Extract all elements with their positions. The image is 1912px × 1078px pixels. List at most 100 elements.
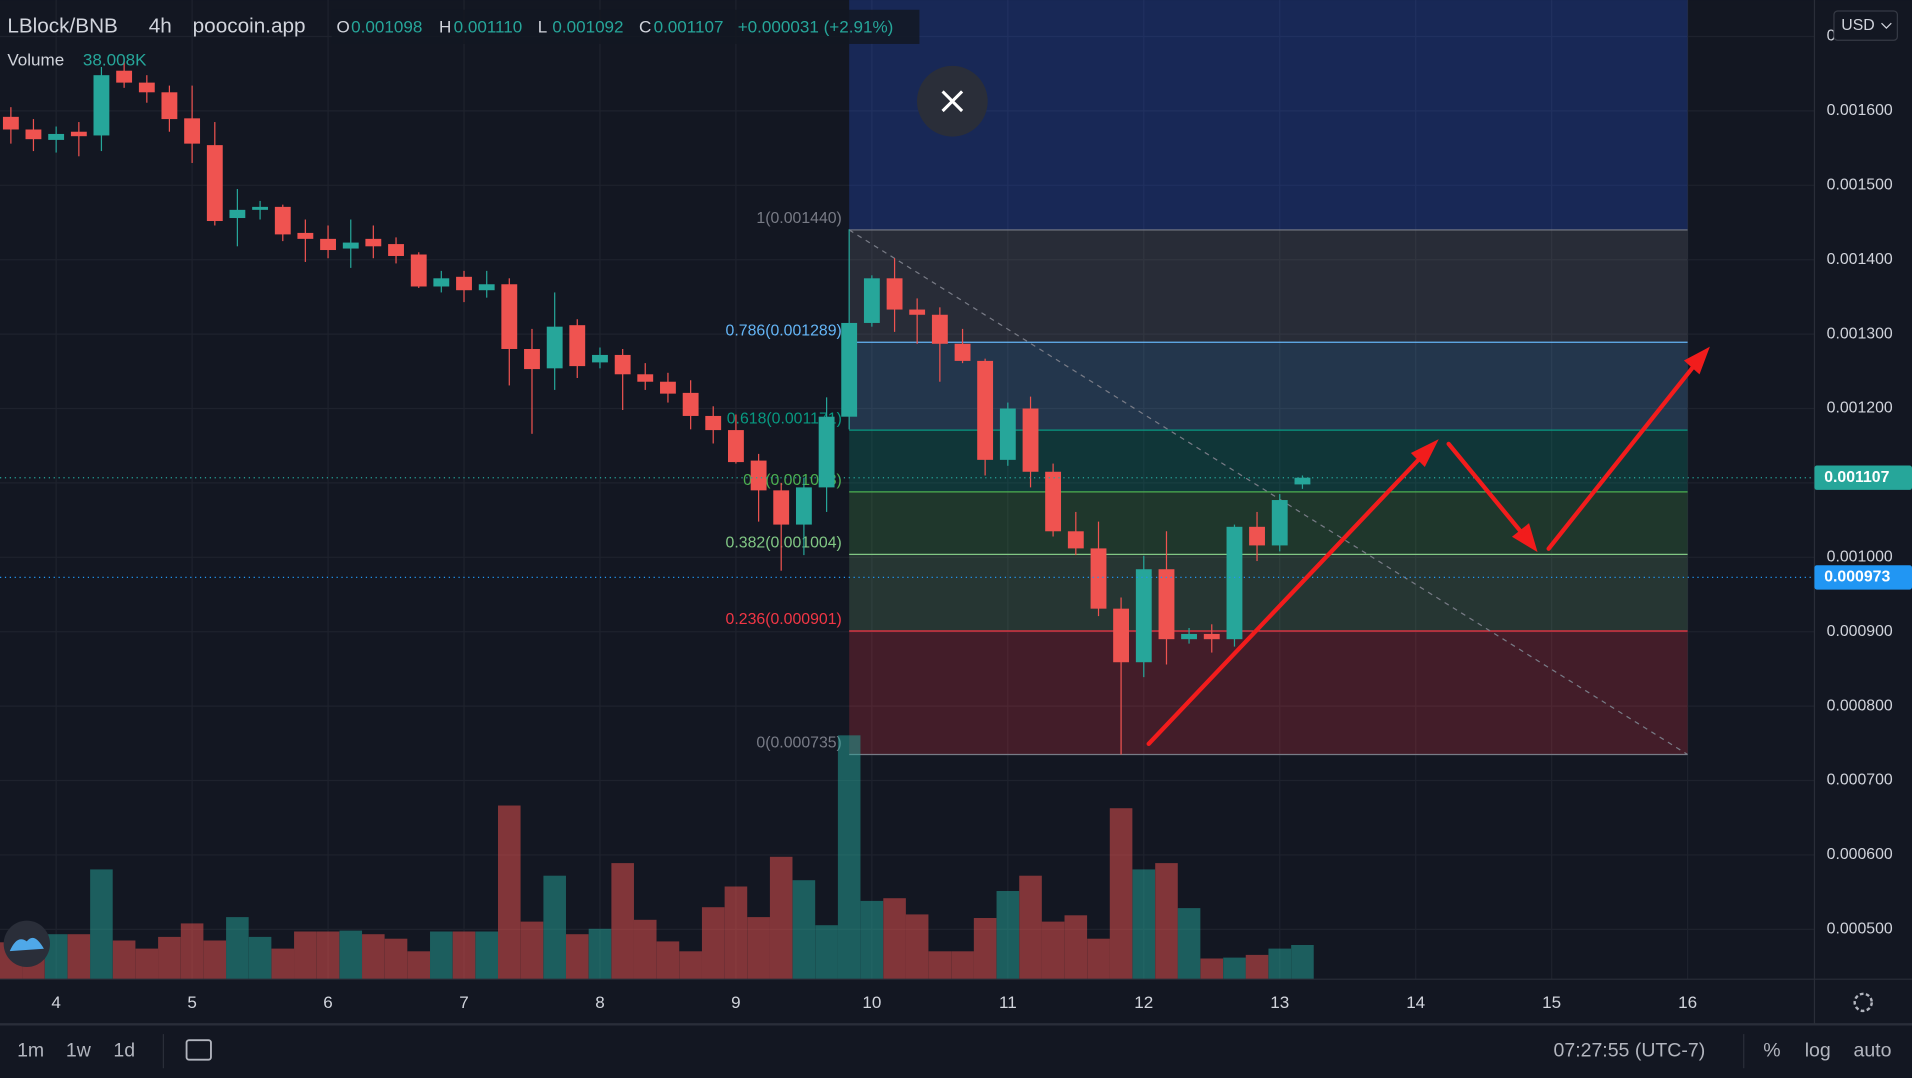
candle-body: [1203, 633, 1220, 640]
candle-body: [93, 75, 110, 136]
ohlc-value: 0.001110: [454, 18, 523, 37]
candle-body: [546, 326, 563, 369]
volume-bar: [883, 898, 906, 980]
y-tick-label: 0.001600: [1827, 102, 1893, 119]
y-tick-label: 0.000600: [1827, 846, 1893, 863]
volume-bar: [362, 934, 385, 980]
fib-label: 0.382(0.001004): [726, 535, 842, 552]
volume-bar: [1245, 954, 1269, 980]
candle-body: [365, 238, 382, 247]
volume-bar: [112, 940, 136, 980]
candle-body: [1113, 608, 1130, 663]
candle-body: [297, 232, 314, 239]
candle-body: [750, 460, 767, 491]
ohlc-value: 0.001098: [351, 18, 422, 37]
candle-body: [70, 131, 87, 137]
volume-bar: [158, 936, 181, 980]
currency[interactable]: USD: [1841, 17, 1874, 34]
volume-bar: [520, 921, 544, 980]
volume-bar: [180, 923, 204, 980]
candle-body: [1135, 569, 1152, 663]
volume-legend: Volume: [7, 51, 64, 70]
currency-button[interactable]: USD: [1833, 10, 1898, 41]
candle-body: [25, 129, 42, 140]
volume-bar: [724, 886, 748, 980]
ohlc-key: O: [337, 18, 350, 37]
volume-bar: [588, 928, 612, 980]
y-tick-label: 0.000700: [1827, 772, 1893, 789]
volume-bar: [498, 805, 521, 980]
fib-zone: [849, 491, 1688, 555]
option-button[interactable]: %: [1763, 1039, 1780, 1061]
logo[interactable]: [3, 920, 50, 968]
candle-body: [841, 322, 858, 417]
volume-bar: [1177, 908, 1201, 980]
price-marker-bg: [1814, 565, 1912, 590]
candle-body: [1045, 471, 1062, 532]
volume-bar: [135, 948, 159, 980]
fib-label: 0(0.000735): [756, 735, 841, 752]
candle-body: [592, 354, 608, 363]
candle-body: [524, 348, 540, 370]
annotation-arrows: [1146, 346, 1710, 746]
volume-bar: [973, 918, 997, 980]
candle-body: [388, 244, 404, 256]
range-button[interactable]: 1m: [17, 1039, 44, 1061]
candle-body: [206, 145, 223, 222]
currency-bg[interactable]: [1833, 10, 1898, 41]
x-tick-label: 6: [323, 993, 333, 1012]
fib-label: 0.786(0.001289): [726, 323, 842, 340]
volume-bar: [1291, 944, 1314, 980]
volume-bar: [1132, 869, 1156, 980]
volume-bar: [430, 931, 453, 980]
fib-zone: [849, 229, 1688, 343]
option-button[interactable]: auto: [1853, 1039, 1891, 1061]
candle-body: [909, 309, 926, 315]
volume-bar: [294, 931, 317, 980]
volume-bar: [1200, 958, 1224, 980]
candle-body: [48, 133, 65, 140]
candle-body: [433, 278, 450, 287]
chevron[interactable]: [1881, 22, 1892, 29]
candle-body: [1158, 569, 1175, 640]
candle-body: [1067, 531, 1084, 549]
candle-body: [795, 487, 812, 525]
price-marker-label: 0.001107: [1824, 469, 1889, 486]
fib-zone: [849, 0, 1688, 230]
volume-value: 38.008K: [83, 51, 147, 70]
x-tick-label: 12: [1134, 993, 1153, 1012]
candle-body: [320, 238, 336, 251]
volume-bar: [951, 951, 974, 980]
candle-body: [1181, 633, 1197, 640]
candle-body: [705, 415, 722, 431]
option-button[interactable]: log: [1805, 1039, 1831, 1061]
fib-label: 0.618(0.001171): [727, 410, 842, 427]
x-tick-label: 4: [51, 993, 61, 1012]
volume-bar: [1109, 808, 1133, 980]
range-button[interactable]: 1w: [66, 1039, 92, 1061]
close-icon[interactable]: [941, 90, 964, 113]
candle-body: [1249, 526, 1265, 546]
candle-body: [410, 254, 427, 287]
volume-bar: [1064, 915, 1088, 980]
settings-icon[interactable]: [1853, 992, 1873, 1013]
close-button[interactable]: [916, 65, 988, 137]
candle-body: [818, 416, 835, 488]
logo-icon[interactable]: [9, 937, 44, 952]
y-tick-label: 0.001400: [1827, 251, 1893, 268]
volume-bar: [339, 930, 363, 980]
fib-zone: [849, 430, 1688, 492]
volume-bar: [837, 735, 861, 980]
date-range-icon[interactable]: [185, 1039, 212, 1061]
fib-label: 0.5(0.001088): [743, 472, 842, 489]
candle-body: [342, 242, 359, 249]
candle-body: [274, 206, 291, 235]
range-button[interactable]: 1d: [113, 1039, 135, 1061]
volume-bar: [860, 900, 884, 980]
arrow: [1146, 449, 1429, 746]
volume-bar: [203, 940, 227, 980]
volume-bar: [226, 917, 249, 980]
axis-layer: 4 5 6 7 8 9 10 11 12 13 14 15 16 0.000500 0.000600 0.00…: [0, 0, 1912, 1025]
volume-bar: [679, 951, 702, 980]
